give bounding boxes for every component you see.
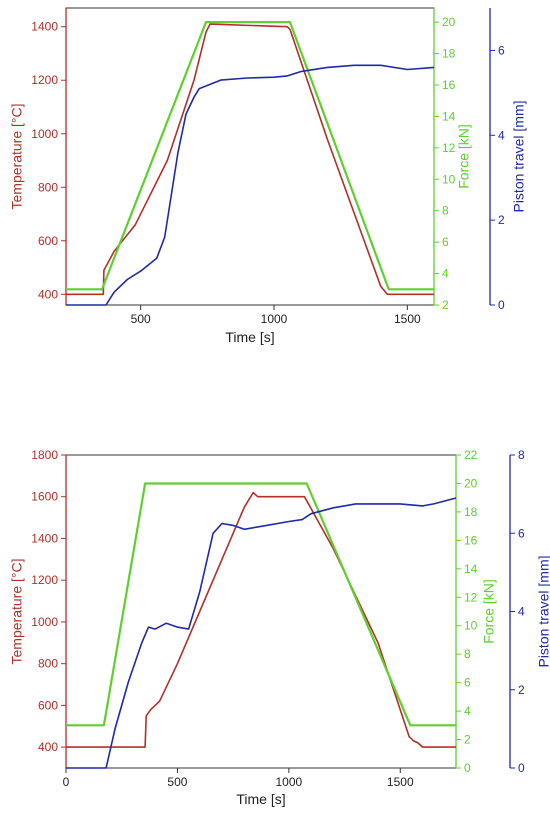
y-tick-label-2: 4: [518, 605, 525, 619]
y-tick-label-2: 6: [518, 526, 525, 540]
x-tick-label: 0: [63, 775, 70, 789]
y-tick-label-1: 2: [442, 298, 449, 312]
y-tick-label-1: 18: [464, 505, 478, 519]
y-tick-label-0: 600: [38, 234, 58, 248]
y-tick-label-0: 1600: [31, 490, 58, 504]
series-line-2: [66, 64, 435, 306]
y-tick-label-0: 1200: [31, 573, 58, 587]
y-tick-label-1: 0: [464, 761, 471, 775]
y-tick-label-0: 800: [38, 657, 58, 671]
y-axis-label-1: Force [kN]: [456, 124, 472, 189]
x-tick-label: 500: [167, 775, 187, 789]
y-tick-label-1: 12: [464, 590, 478, 604]
y-tick-label-1: 16: [442, 78, 456, 92]
y-axis-label-2: Piston travel [mm]: [511, 100, 527, 212]
y-tick-label-0: 1400: [31, 20, 58, 34]
chart-top: 500 1000 1500 Time [s] 400 600 800 1000 1200 1400…: [9, 7, 527, 345]
y-tick-label-1: 22: [464, 448, 478, 462]
y-axis-label-2: Piston travel [mm]: [536, 555, 550, 667]
y-tick-label-1: 4: [442, 267, 449, 281]
y-tick-label-1: 10: [464, 619, 478, 633]
y-tick-label-0: 400: [38, 287, 58, 301]
y-tick-label-0: 1000: [31, 615, 58, 629]
y-axis-label-1: Force [kN]: [481, 579, 497, 644]
y-axis-label-0: Temperature [°C]: [9, 104, 25, 210]
y-tick-label-0: 1400: [31, 531, 58, 545]
x-tick-label: 1000: [276, 775, 303, 789]
y-tick-label-2: 0: [498, 298, 505, 312]
y-tick-label-2: 6: [498, 43, 505, 57]
y-tick-label-1: 14: [442, 109, 456, 123]
x-axis-label: Time [s]: [236, 791, 285, 807]
y-tick-label-0: 800: [38, 180, 58, 194]
y-tick-label-0: 1000: [31, 127, 58, 141]
y-tick-label-1: 10: [442, 172, 456, 186]
x-axis-label: Time [s]: [225, 329, 274, 345]
series-line-1: [66, 21, 434, 291]
y-tick-label-0: 1800: [31, 448, 58, 462]
y-tick-label-2: 0: [518, 761, 525, 775]
y-tick-label-1: 20: [442, 15, 456, 29]
y-tick-label-1: 8: [464, 647, 471, 661]
y-tick-label-1: 12: [442, 141, 456, 155]
series-line-1: [66, 482, 456, 727]
y-tick-label-0: 400: [38, 740, 58, 754]
x-tick-label: 1500: [394, 312, 421, 326]
series-line-0: [66, 491, 456, 748]
y-tick-label-1: 8: [442, 204, 449, 218]
y-tick-label-1: 14: [464, 562, 478, 576]
y-tick-label-1: 6: [442, 235, 449, 249]
y-tick-label-2: 4: [498, 128, 505, 142]
y-tick-label-0: 600: [38, 698, 58, 712]
y-tick-label-1: 18: [442, 47, 456, 61]
y-tick-label-2: 2: [498, 213, 505, 227]
y-tick-label-1: 16: [464, 533, 478, 547]
x-tick-label: 1500: [387, 775, 414, 789]
x-tick-label: 1000: [261, 312, 288, 326]
y-tick-label-2: 2: [518, 683, 525, 697]
y-tick-label-1: 2: [464, 733, 471, 747]
y-tick-label-1: 4: [464, 704, 471, 718]
y-axis-label-0: Temperature [°C]: [9, 559, 25, 665]
series-line-2: [66, 497, 457, 769]
x-tick-label: 500: [131, 312, 151, 326]
y-tick-label-0: 1200: [31, 73, 58, 87]
y-tick-label-2: 8: [518, 448, 525, 462]
series-line-0: [66, 23, 434, 296]
plot-frame: [65, 454, 457, 769]
y-tick-label-1: 20: [464, 476, 478, 490]
y-tick-label-1: 6: [464, 676, 471, 690]
